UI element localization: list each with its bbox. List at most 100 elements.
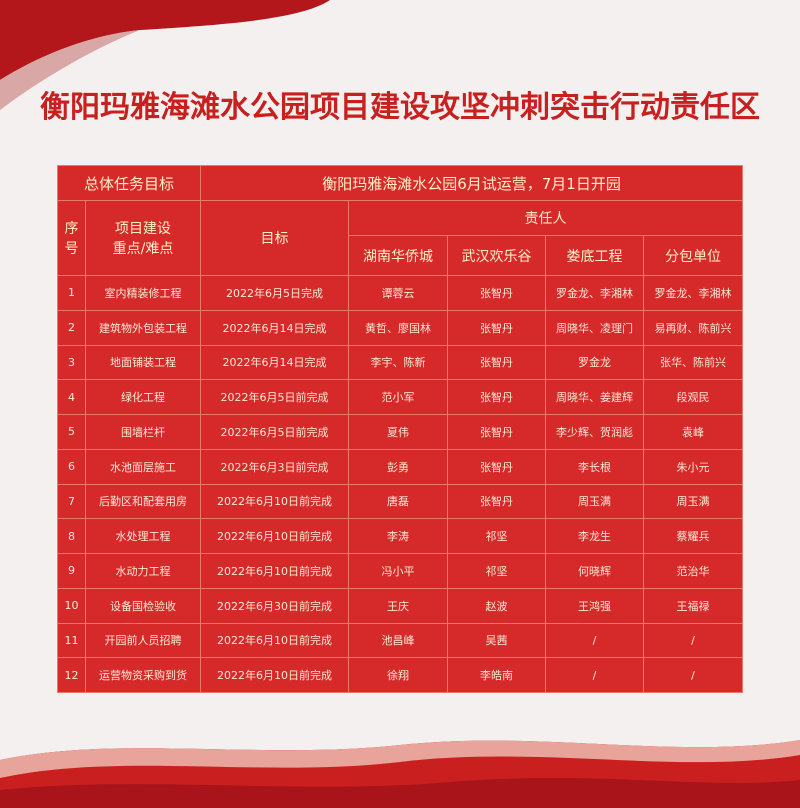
table-row: 7 后勤区和配套用房 2022年6月10日前完成 唐磊 张智丹 周玉满 周玉满	[57, 483, 744, 520]
table-cell: 8	[57, 518, 86, 554]
table-cell: 建筑物外包装工程	[84, 309, 202, 346]
table-row: 11 开园前人员招聘 2022年6月10日前完成 池昌峰 吴茜 / /	[57, 622, 744, 659]
table-cell: 李宇、陈新	[348, 344, 449, 381]
table-cell: 黄哲、廖国林	[348, 309, 449, 346]
table-cell: 水动力工程	[84, 553, 202, 589]
table-cell: 2022年6月5日前完成	[200, 379, 350, 415]
table-cell: 2022年6月10日前完成	[200, 553, 350, 589]
table-cell: 6	[57, 448, 86, 485]
table-cell: 张智丹	[447, 309, 547, 346]
table-cell: 运营物资采购到货	[84, 657, 202, 693]
table-cell: 2	[57, 309, 86, 346]
table-cell: 2022年6月3日前完成	[200, 448, 350, 485]
unit-header: 分包单位	[643, 235, 744, 276]
table-cell: 范治华	[643, 553, 744, 589]
table-cell: 3	[57, 344, 86, 381]
table-cell: /	[545, 622, 645, 659]
wave-dark	[0, 778, 800, 808]
table-cell: 张智丹	[447, 379, 547, 415]
table-cell: 2022年6月10日前完成	[200, 657, 350, 693]
table-cell: 周玉满	[545, 483, 645, 520]
unit-header: 娄底工程	[545, 235, 645, 276]
table-cell: 水池面层施工	[84, 448, 202, 485]
table-cell: 唐磊	[348, 483, 449, 520]
table-cell: 罗金龙	[545, 344, 645, 381]
table-cell: 赵波	[447, 587, 547, 624]
table-cell: 张智丹	[447, 483, 547, 520]
table-cell: 夏伟	[348, 414, 449, 450]
table-cell: 彭勇	[348, 448, 449, 485]
table-cell: 易再财、陈前兴	[643, 309, 744, 346]
table-cell: 2022年6月14日完成	[200, 344, 350, 381]
header-no: 序号	[57, 200, 86, 276]
table-cell: 谭蓉云	[348, 275, 449, 311]
table-cell: 张华、陈前兴	[643, 344, 744, 381]
table-cell: 冯小平	[348, 553, 449, 589]
table-cell: 2022年6月10日前完成	[200, 483, 350, 520]
table-cell: 李少辉、贺润彪	[545, 414, 645, 450]
table-cell: 罗金龙、李湘林	[643, 275, 744, 311]
unit-header: 武汉欢乐谷	[447, 235, 547, 276]
table-row: 1 室内精装修工程 2022年6月5日完成 谭蓉云 张智丹 罗金龙、李湘林 罗金龙、李湘林	[57, 275, 744, 311]
header-line: 重点/难点	[112, 241, 174, 257]
table-cell: 池昌峰	[348, 622, 449, 659]
ribbon	[0, 0, 330, 80]
table-cell: 张智丹	[447, 344, 547, 381]
unit-header: 湖南华侨城	[348, 235, 449, 276]
table-cell: 张智丹	[447, 275, 547, 311]
table-cell: 地面铺装工程	[84, 344, 202, 381]
table-cell: 何晓辉	[545, 553, 645, 589]
table-cell: 2022年6月5日前完成	[200, 414, 350, 450]
table-cell: 罗金龙、李湘林	[545, 275, 645, 311]
table-row: 4 绿化工程 2022年6月5日前完成 范小军 张智丹 周晓华、姜建辉 段观民	[57, 379, 744, 415]
table-row: 12 运营物资采购到货 2022年6月10日前完成 徐翔 李皓南 / /	[57, 657, 744, 693]
table-cell: 袁峰	[643, 414, 744, 450]
table-cell: 李龙生	[545, 518, 645, 554]
title: 衡阳玛雅海滩水公园项目建设攻坚冲刺突击行动责任区	[40, 90, 760, 125]
table-cell: 祁坚	[447, 518, 547, 554]
header-line: 项目建设	[115, 221, 171, 237]
table-cell: 水处理工程	[84, 518, 202, 554]
table-cell: 12	[57, 657, 86, 693]
table-cell: 2022年6月5日完成	[200, 275, 350, 311]
wave-light	[0, 740, 800, 778]
responsibility-table: 总体任务目标 衡阳玛雅海滩水公园6月试运营，7月1日开园 序号 项目建设 重点/…	[56, 165, 744, 693]
table-cell: 围墙栏杆	[84, 414, 202, 450]
table-cell: 4	[57, 379, 86, 415]
overall-label: 总体任务目标	[56, 165, 202, 201]
table-row: 3 地面铺装工程 2022年6月14日完成 李宇、陈新 张智丹 罗金龙 张华、陈前兴	[57, 344, 744, 381]
table-row: 8 水处理工程 2022年6月10日前完成 李涛 祁坚 李龙生 蔡耀兵	[57, 518, 744, 554]
table-cell: 蔡耀兵	[643, 518, 744, 554]
table-cell: 后勤区和配套用房	[84, 483, 202, 520]
table-cell: 1	[57, 275, 86, 311]
table-cell: 段观民	[643, 379, 744, 415]
table-cell: 室内精装修工程	[84, 275, 202, 311]
table-cell: 张智丹	[447, 414, 547, 450]
table-cell: 李涛	[348, 518, 449, 554]
table-cell: 绿化工程	[84, 379, 202, 415]
table-cell: 张智丹	[447, 448, 547, 485]
header-project: 项目建设 重点/难点	[84, 200, 202, 276]
header-responsible: 责任人	[348, 200, 744, 236]
table-row: 10 设备国检验收 2022年6月30日前完成 王庆 赵波 王鸿强 王福禄	[57, 587, 744, 624]
table-cell: 2022年6月10日前完成	[200, 622, 350, 659]
table-cell: 7	[57, 483, 86, 520]
table-cell: 周玉满	[643, 483, 744, 520]
table-row: 5 围墙栏杆 2022年6月5日前完成 夏伟 张智丹 李少辉、贺润彪 袁峰	[57, 414, 744, 450]
table-cell: 吴茜	[447, 622, 547, 659]
table-cell: /	[545, 657, 645, 693]
table-cell: 开园前人员招聘	[84, 622, 202, 659]
table-row: 6 水池面层施工 2022年6月3日前完成 彭勇 张智丹 李长根 朱小元	[57, 448, 744, 485]
table-row: 2 建筑物外包装工程 2022年6月14日完成 黄哲、廖国林 张智丹 周晓华、凌理门 易再财…	[57, 309, 744, 346]
table-cell: 10	[57, 587, 86, 624]
table-cell: /	[643, 657, 744, 693]
header-target: 目标	[200, 200, 350, 276]
overall-goal: 衡阳玛雅海滩水公园6月试运营，7月1日开园	[200, 165, 744, 201]
table-cell: 设备国检验收	[84, 587, 202, 624]
table-cell: 2022年6月14日完成	[200, 309, 350, 346]
table-cell: 徐翔	[348, 657, 449, 693]
table-cell: 王庆	[348, 587, 449, 624]
table-cell: 祁坚	[447, 553, 547, 589]
